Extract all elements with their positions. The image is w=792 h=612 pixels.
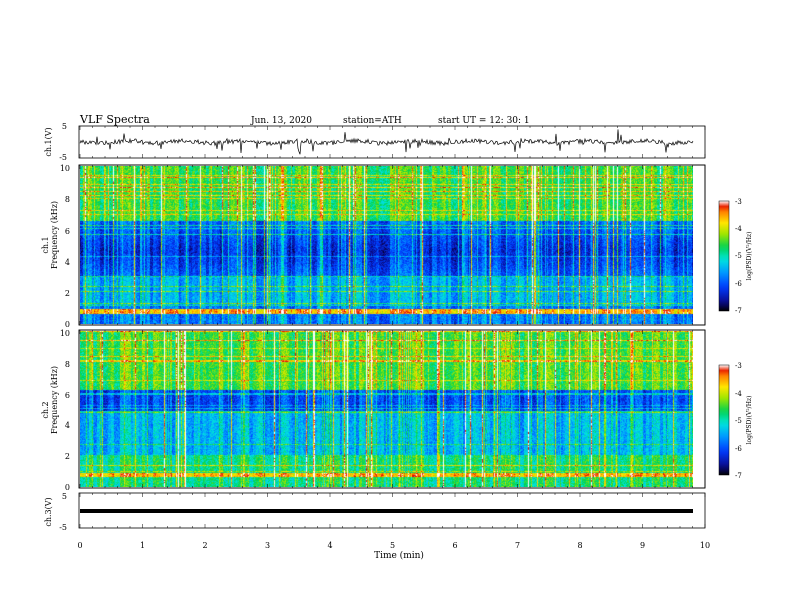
start-ut-label: start UT = 12: 30: 1 [438,116,530,126]
ch1-colorbar-tick-neg3: -3 [735,198,742,206]
ch1-colorbar-tick-neg6: -6 [735,280,742,288]
ch2-freq-tick-2: 2 [65,452,70,461]
time-axis-label: Time (min) [374,550,424,561]
ch1-ytick-5: 5 [62,122,67,131]
ch2-freq-tick-6: 6 [65,391,70,400]
ch1-waveform-line [79,129,694,155]
time-tick-label: 9 [640,541,645,550]
ch1-ytick-neg5: -5 [59,153,67,162]
time-tick-label: 2 [202,541,207,550]
station-label: station=ATH [343,116,402,126]
ch2-colorbar: -3 -4 -5 -6 -7 log(PSD)(V²/Hz) [718,362,753,480]
ch1-spectrogram-panel: 10 8 6 4 2 0 ch.1 Frequency (kHz) [41,164,706,329]
ch1-colorbar-gradient [718,200,730,312]
time-axis: 0 1 2 3 4 5 6 7 8 9 10 [77,541,710,550]
ch3-ytick-neg5: -5 [59,523,67,532]
ch2-colorbar-gradient [718,364,730,476]
ch1-freq-tick-6: 6 [65,227,70,236]
ch1-freq-tick-10: 10 [60,164,70,173]
ch1-colorbar-tick-neg5: -5 [735,252,742,260]
ch1-spectrogram-ylabel-freq: Frequency (kHz) [50,201,59,269]
ch1-spectrogram-heatmap [80,166,693,324]
ch1-freq-tick-8: 8 [65,195,70,204]
time-tick-label: 7 [515,541,520,550]
ch3-ytick-5: 5 [62,492,67,501]
ch2-freq-tick-0: 0 [65,483,70,492]
ch2-freq-tick-8: 8 [65,360,70,369]
ch2-colorbar-label: log(PSD)(V²/Hz) [746,396,753,445]
ch3-waveform-trace [80,509,693,513]
ch2-spectrogram-heatmap [80,331,693,487]
ch2-colorbar-tick-neg4: -4 [735,390,742,398]
ch1-waveform-frame [78,125,706,159]
ch2-spectrogram-ylabel-channel: ch.2 [41,401,50,418]
ch1-colorbar-tick-neg4: -4 [735,225,742,233]
time-tick-label: 6 [452,541,457,550]
ch1-spectrogram-ticks [79,165,706,325]
ch2-spectrogram-ticks [79,330,706,488]
ch1-freq-tick-2: 2 [65,289,70,298]
ch3-waveform-ticks [79,493,706,528]
ch1-waveform-ylabel: ch.1(V) [44,127,53,156]
ch1-spectrogram-ylabel-channel: ch.1 [41,236,50,253]
ch1-waveform-ticks [79,126,706,158]
ch3-waveform-frame [78,492,706,529]
time-tick-label: 0 [77,541,82,550]
time-tick-label: 1 [140,541,145,550]
time-tick-label: 3 [265,541,270,550]
time-tick-label: 5 [390,541,395,550]
header: VLF Spectra Jun. 13, 2020 station=ATH st… [79,113,530,126]
ch1-waveform-trace [79,129,694,155]
ch2-spectrogram-panel: 10 8 6 4 2 0 ch.2 Frequency (kHz) [41,329,706,492]
ch1-colorbar-label: log(PSD)(V²/Hz) [746,232,753,281]
ch1-colorbar: -3 -4 -5 -6 -7 log(PSD)(V²/Hz) [718,198,753,315]
ch2-colorbar-tick-neg3: -3 [735,362,742,370]
ch2-spectrogram-ylabel-freq: Frequency (kHz) [50,366,59,434]
time-tick-label: 10 [700,541,710,550]
ch1-freq-tick-4: 4 [65,258,70,267]
ch2-colorbar-tick-neg6: -6 [735,445,742,453]
ch2-freq-tick-4: 4 [65,421,70,430]
ch3-waveform-panel: 5 -5 ch.3(V) [44,492,706,532]
ch2-colorbar-tick-neg5: -5 [735,417,742,425]
date-label: Jun. 13, 2020 [250,116,312,126]
ch1-waveform-panel: 5 -5 ch.1(V) [44,122,706,162]
figure-title: VLF Spectra [79,113,150,126]
ch1-freq-tick-0: 0 [65,320,70,329]
ch2-freq-tick-10: 10 [60,329,70,338]
ch1-colorbar-tick-neg7: -7 [735,307,742,315]
ch2-colorbar-tick-neg7: -7 [735,472,742,480]
time-tick-label: 4 [327,541,332,550]
time-tick-label: 8 [577,541,582,550]
ch3-waveform-ylabel: ch.3(V) [44,497,53,526]
